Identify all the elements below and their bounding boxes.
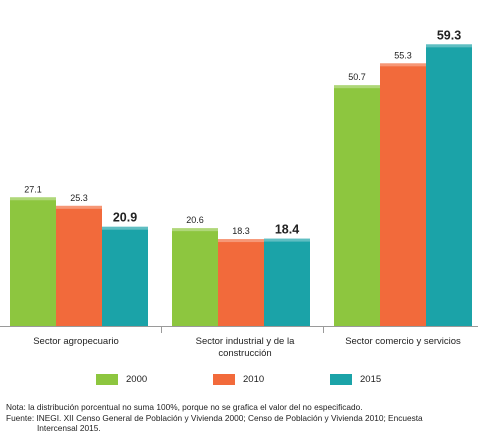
data-label-sector-industrial-y-de-la-construccion-2010: 18.3 — [232, 226, 250, 236]
legend: 2000 2010 2015 — [0, 374, 478, 390]
bar-top-highlight-sector-comercio-y-servicios-2010 — [380, 63, 426, 67]
data-label-sector-agropecuario-2010: 25.3 — [70, 193, 88, 203]
data-label-sector-agropecuario-2000: 27.1 — [24, 184, 42, 194]
bar-top-highlight-sector-comercio-y-servicios-2015 — [426, 44, 472, 48]
data-label-sector-agropecuario-2015: 20.9 — [113, 211, 137, 225]
legend-item-2010: 2010 — [213, 374, 264, 385]
data-label-sector-comercio-y-servicios-2015: 59.3 — [437, 28, 461, 42]
bar-sector-agropecuario-2010 — [56, 205, 102, 326]
bar-sector-comercio-y-servicios-2015 — [426, 44, 472, 326]
bar-sector-agropecuario-2000 — [10, 197, 56, 326]
legend-swatch-2015 — [330, 374, 352, 385]
bar-top-highlight-sector-industrial-y-de-la-construccion-2000 — [172, 228, 218, 232]
data-label-sector-industrial-y-de-la-construccion-2000: 20.6 — [186, 215, 204, 225]
bar-sector-comercio-y-servicios-2010 — [380, 63, 426, 326]
bar-top-highlight-sector-agropecuario-2015 — [102, 226, 148, 230]
source-text: Fuente: INEGI. XII Censo General de Pobl… — [6, 412, 423, 423]
bar-sector-agropecuario-2015 — [102, 226, 148, 326]
notes: Nota: la distribución porcentual no suma… — [6, 402, 423, 434]
bar-top-highlight-sector-industrial-y-de-la-construccion-2010 — [218, 239, 264, 243]
note-text: Nota: la distribución porcentual no suma… — [6, 402, 363, 412]
bar-sector-industrial-y-de-la-construccion-2000 — [172, 228, 218, 326]
bar-sector-comercio-y-servicios-2000 — [334, 85, 380, 326]
bar-top-highlight-sector-industrial-y-de-la-construccion-2015 — [264, 238, 310, 242]
data-label-sector-comercio-y-servicios-2000: 50.7 — [348, 72, 366, 82]
source-text-continued: Intercensal 2015. — [37, 423, 101, 433]
data-label-sector-industrial-y-de-la-construccion-2015: 18.4 — [275, 223, 299, 237]
legend-label-2015: 2015 — [360, 374, 382, 385]
legend-swatch-2000 — [96, 374, 118, 385]
legend-swatch-2010 — [213, 374, 235, 385]
legend-item-2015: 2015 — [330, 374, 381, 385]
category-label-agropecuario: Sector agropecuario — [33, 336, 119, 347]
bar-chart: 27.1 25.3 20.9 20.6 18.3 18.4 50.7 55.3 59.3 — [0, 28, 478, 333]
data-label-sector-comercio-y-servicios-2010: 55.3 — [394, 50, 412, 60]
bar-top-highlight-sector-agropecuario-2010 — [56, 205, 102, 209]
legend-item-2000: 2000 — [96, 374, 147, 385]
category-label-industrial: Sector industrial y de la construcción — [195, 336, 295, 359]
legend-label-2000: 2000 — [126, 374, 148, 385]
legend-label-2010: 2010 — [243, 374, 265, 385]
bar-top-highlight-sector-comercio-y-servicios-2000 — [334, 85, 380, 89]
category-label-comercio: Sector comercio y servicios — [345, 336, 461, 347]
bar-sector-industrial-y-de-la-construccion-2015 — [264, 238, 310, 326]
bar-sector-industrial-y-de-la-construccion-2010 — [218, 239, 264, 326]
bar-top-highlight-sector-agropecuario-2000 — [10, 197, 56, 201]
